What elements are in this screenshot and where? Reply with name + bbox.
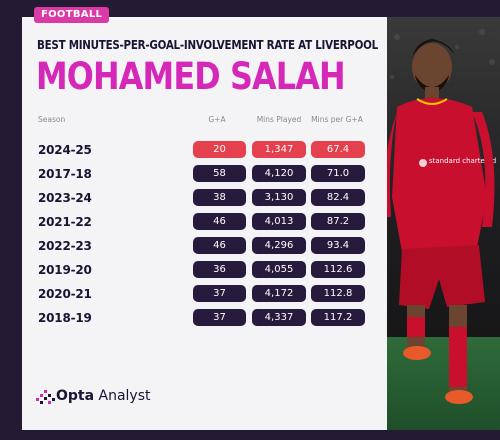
row-season: 2023-24 xyxy=(38,191,92,205)
header-ga: G+A xyxy=(208,115,226,124)
shirt-sponsor: standard chartered xyxy=(429,157,496,165)
table-row: 2020-21 37 4,172 112.8 xyxy=(0,285,387,304)
player-name-title: MOHAMED SALAH xyxy=(36,55,346,98)
row-ga: 37 xyxy=(193,309,246,326)
row-mins-played: 3,130 xyxy=(252,189,306,206)
row-mins-per-ga: 87.2 xyxy=(311,213,365,230)
row-season: 2024-25 xyxy=(38,143,92,157)
row-mins-played: 1,347 xyxy=(252,141,306,158)
table-row: 2022-23 46 4,296 93.4 xyxy=(0,237,387,256)
row-season: 2019-20 xyxy=(38,263,92,277)
logo-text-light: Analyst xyxy=(94,388,151,404)
row-mins-per-ga: 112.8 xyxy=(311,285,365,302)
row-ga: 46 xyxy=(193,213,246,230)
row-mins-per-ga: 71.0 xyxy=(311,165,365,182)
opta-analyst-logo: Opta Analyst xyxy=(36,386,151,408)
row-season: 2021-22 xyxy=(38,215,92,229)
row-season: 2022-23 xyxy=(38,239,92,253)
row-season: 2020-21 xyxy=(38,287,92,301)
logo-text-bold: Opta xyxy=(56,388,95,404)
header-mins-played: Mins Played xyxy=(256,115,302,124)
player-photo: standard chartered xyxy=(387,17,500,430)
row-mins-per-ga: 112.6 xyxy=(311,261,365,278)
row-mins-played: 4,120 xyxy=(252,165,306,182)
row-mins-per-ga: 67.4 xyxy=(311,141,365,158)
row-ga: 36 xyxy=(193,261,246,278)
row-ga: 58 xyxy=(193,165,246,182)
table-row: 2018-19 37 4,337 117.2 xyxy=(0,309,387,328)
subtitle: BEST MINUTES-PER-GOAL-INVOLVEMENT RATE A… xyxy=(37,38,378,52)
header-season: Season xyxy=(38,115,66,124)
row-mins-played: 4,013 xyxy=(252,213,306,230)
row-season: 2017-18 xyxy=(38,167,92,181)
row-mins-played: 4,296 xyxy=(252,237,306,254)
row-mins-played: 4,055 xyxy=(252,261,306,278)
opta-logo-icon xyxy=(36,390,55,404)
row-mins-per-ga: 117.2 xyxy=(311,309,365,326)
row-mins-per-ga: 93.4 xyxy=(311,237,365,254)
row-mins-per-ga: 82.4 xyxy=(311,189,365,206)
table-row: 2019-20 36 4,055 112.6 xyxy=(0,261,387,280)
row-ga: 46 xyxy=(193,237,246,254)
row-mins-played: 4,337 xyxy=(252,309,306,326)
table-row: 2023-24 38 3,130 82.4 xyxy=(0,189,387,208)
row-mins-played: 4,172 xyxy=(252,285,306,302)
table-row: 2021-22 46 4,013 87.2 xyxy=(0,213,387,232)
row-season: 2018-19 xyxy=(38,311,92,325)
category-tag: FOOTBALL xyxy=(34,7,110,23)
header-mins-per-ga: Mins per G+A xyxy=(311,115,363,124)
row-ga: 37 xyxy=(193,285,246,302)
row-ga: 20 xyxy=(193,141,246,158)
table-row: 2017-18 58 4,120 71.0 xyxy=(0,165,387,184)
row-ga: 38 xyxy=(193,189,246,206)
table-row: 2024-25 20 1,347 67.4 xyxy=(0,141,387,160)
